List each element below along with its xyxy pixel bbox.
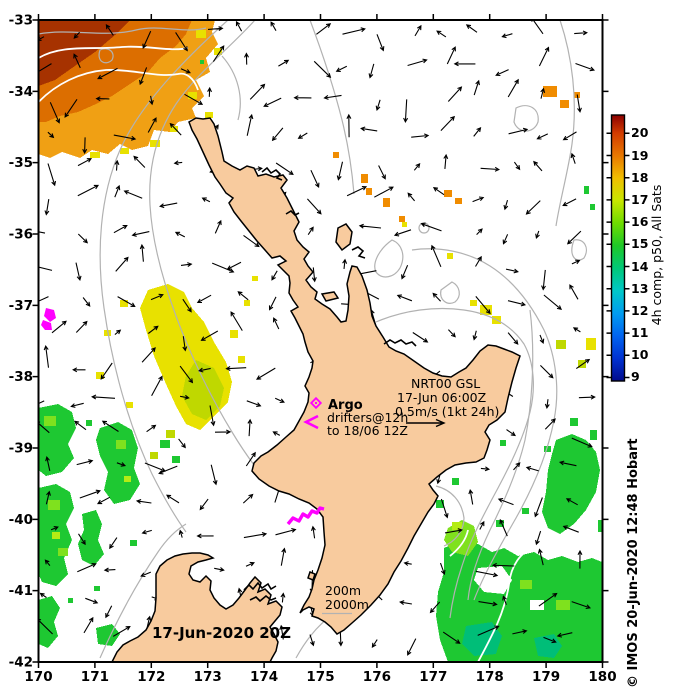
south-island-top bbox=[111, 552, 283, 662]
colorbar-tick-label: 16 bbox=[631, 214, 649, 229]
sst-warm-core bbox=[38, 20, 130, 86]
x-tick-label: 177 bbox=[419, 669, 447, 685]
colorbar-tick-label: 10 bbox=[631, 347, 649, 362]
x-axis-labels: 170 171 172 173 174 175 176 177 178 179 … bbox=[24, 669, 616, 685]
colorbar-tick-label: 17 bbox=[631, 192, 648, 207]
y-tick-label: -35 bbox=[9, 155, 33, 171]
colorbar-tick-label: 15 bbox=[631, 236, 648, 251]
x-tick-label: 178 bbox=[476, 669, 504, 685]
y-tick-label: -42 bbox=[9, 655, 33, 671]
y-axis-labels: -33 -34 -35 -36 -37 -38 -39 -40 -41 -42 bbox=[9, 13, 33, 671]
x-tick-label: 173 bbox=[194, 669, 222, 685]
landmasses bbox=[111, 117, 521, 662]
colorbar: 20 19 18 17 16 15 14 13 12 11 10 9 4h co… bbox=[606, 114, 664, 384]
contour-200m-label: 200m bbox=[325, 583, 361, 598]
colorbar-tick-label: 11 bbox=[631, 325, 648, 340]
gsl-label-3: 0.5m/s (1kt 24h) bbox=[395, 404, 499, 419]
x-tick-label: 180 bbox=[588, 669, 616, 685]
y-tick-label: -36 bbox=[9, 227, 33, 243]
observation-markers bbox=[41, 308, 325, 526]
axis-ticks bbox=[32, 14, 609, 668]
annotation-contour-legend: 200m 2000m bbox=[322, 583, 369, 615]
y-tick-label: -41 bbox=[9, 583, 33, 599]
y-tick-label: -38 bbox=[9, 369, 33, 385]
waiheke-island bbox=[320, 291, 340, 302]
kapiti-island bbox=[307, 571, 316, 581]
colorbar-gradient bbox=[610, 114, 626, 382]
great-barrier-island bbox=[335, 223, 353, 252]
x-tick-label: 174 bbox=[250, 669, 278, 685]
sst-green-mass-sw bbox=[38, 404, 76, 476]
annotation-gsl: NRT00 GSL 17-Jun 06:00Z 0.5m/s (1kt 24h) bbox=[395, 376, 499, 428]
colorbar-tick-label: 9 bbox=[631, 369, 640, 384]
map-area bbox=[38, 20, 603, 662]
credit-text: © IMOS 20-Jun-2020 12:48 Hobart bbox=[626, 438, 641, 688]
y-tick-label: -37 bbox=[9, 298, 33, 314]
gsl-label-2: 17-Jun 06:00Z bbox=[397, 390, 486, 405]
colorbar-tick-label: 13 bbox=[631, 281, 648, 296]
x-tick-label: 175 bbox=[306, 669, 334, 685]
reference-arrow bbox=[406, 418, 446, 428]
drifter-blob-west bbox=[44, 308, 56, 322]
north-island bbox=[188, 117, 521, 635]
colorbar-tick-label: 14 bbox=[631, 259, 649, 274]
colorbar-tick-label: 20 bbox=[631, 125, 649, 140]
drifter-track bbox=[286, 506, 325, 526]
front-contours bbox=[38, 45, 537, 662]
date-stamp: 17-Jun-2020 20Z bbox=[152, 624, 291, 642]
x-tick-label: 176 bbox=[363, 669, 391, 685]
y-tick-label: -34 bbox=[9, 84, 33, 100]
y-tick-label: -33 bbox=[9, 13, 33, 29]
argo-label: Argo bbox=[328, 398, 363, 413]
annotation-argo: Argo drifters@12h to 18/06 12Z bbox=[327, 398, 408, 438]
drifters-label-1: drifters@12h bbox=[327, 410, 408, 425]
contour-2000m-label: 2000m bbox=[325, 597, 369, 612]
x-tick-label: 172 bbox=[137, 669, 165, 685]
bathymetry-contours bbox=[38, 20, 587, 659]
colorbar-tick-label: 12 bbox=[631, 303, 648, 318]
colorbar-ticks bbox=[606, 132, 630, 379]
argo-float-marker bbox=[309, 396, 323, 410]
x-tick-label: 171 bbox=[81, 669, 109, 685]
drifter-arrow-icon bbox=[303, 414, 319, 430]
gsl-label-1: NRT00 GSL bbox=[411, 376, 480, 391]
colorbar-tick-label: 19 bbox=[631, 148, 648, 163]
drifter-blob-west2 bbox=[41, 320, 52, 330]
x-tick-label: 170 bbox=[24, 669, 52, 685]
drifters-label-2: to 18/06 12Z bbox=[327, 423, 408, 438]
x-tick-label: 179 bbox=[532, 669, 560, 685]
colorbar-title: 4h comp, p50, All Sats bbox=[649, 185, 664, 326]
colorbar-tick-label: 18 bbox=[631, 170, 648, 185]
y-tick-label: -40 bbox=[9, 512, 33, 528]
y-tick-label: -39 bbox=[9, 441, 33, 457]
